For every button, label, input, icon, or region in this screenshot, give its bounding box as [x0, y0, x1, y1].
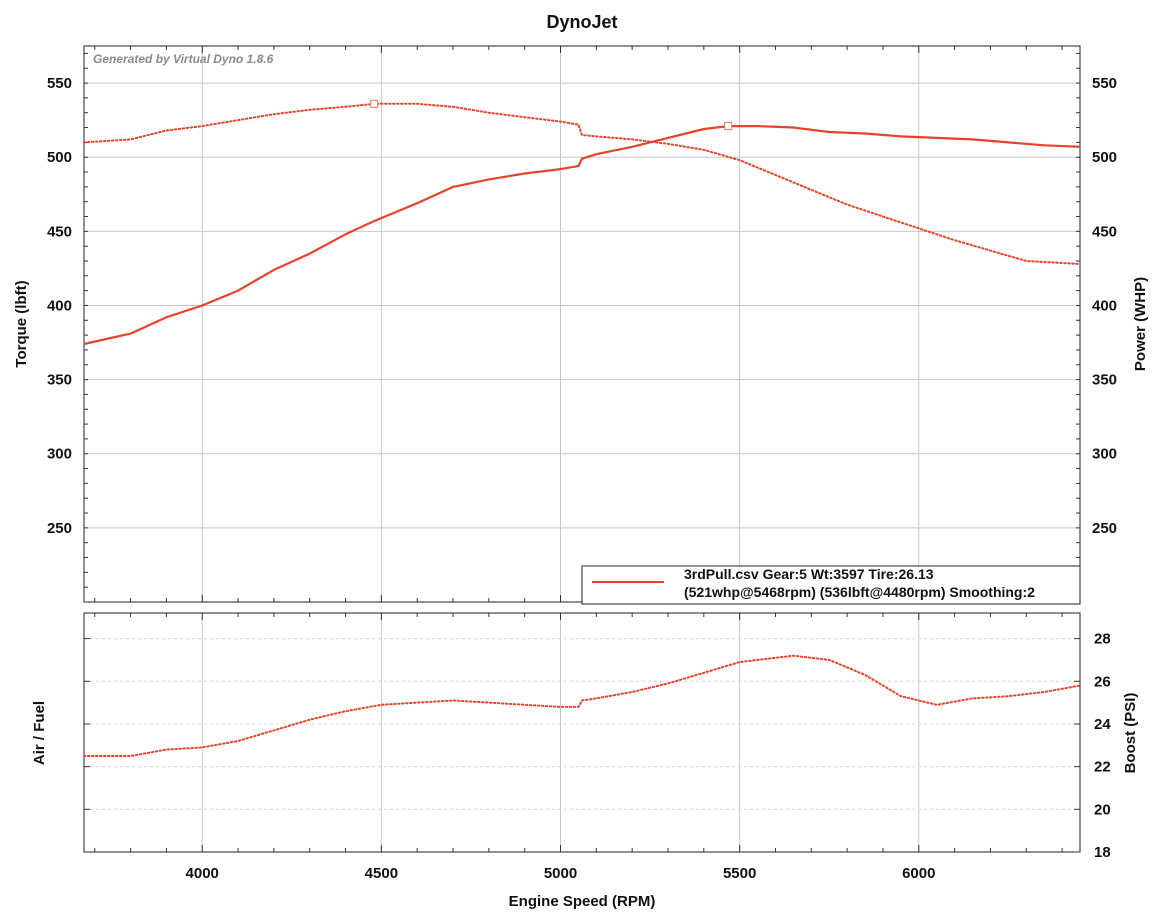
rpm-tick-label: 5000: [544, 865, 577, 882]
torque-tick-label: 550: [47, 75, 72, 92]
torque-tick-label: 400: [47, 297, 72, 314]
bottom-panel-border: [83, 612, 1081, 853]
top-panel-border: [83, 45, 1081, 603]
boost-tick-label: 22: [1094, 759, 1111, 776]
chart-title: DynoJet: [546, 12, 617, 32]
torque-line: [83, 102, 1081, 265]
top-panel-series: [83, 102, 1081, 346]
x-axis-label: Engine Speed (RPM): [509, 893, 656, 910]
bottom-panel-series: [83, 654, 1081, 757]
rpm-tick-label: 6000: [902, 865, 935, 882]
boost-tick-label: 28: [1094, 631, 1111, 648]
torque-axis-label: Torque (lbft): [13, 280, 30, 367]
torque-tick-label: 250: [47, 520, 72, 537]
torque-tick-labels: 250 300 350 400 450 500 550: [47, 75, 72, 537]
legend-box: [581, 565, 1081, 605]
power-tick-label: 450: [1092, 223, 1117, 240]
rpm-tick-label: 4000: [186, 865, 219, 882]
top-panel-grid: [84, 46, 1080, 602]
legend-entry-1: 3rdPull.csv Gear:5 Wt:3597 Tire:26.13: [684, 566, 934, 582]
watermark: Generated by Virtual Dyno 1.8.6: [93, 52, 274, 66]
power-line: [83, 125, 1081, 346]
bottom-panel-grid: [84, 613, 1080, 853]
legend-entry-2: (521whp@5468rpm) (536lbft@4480rpm) Smoot…: [684, 584, 1035, 600]
power-axis-label: Power (WHP): [1132, 277, 1149, 371]
peak-marker: [724, 122, 733, 131]
boost-tick-label: 20: [1094, 801, 1111, 818]
power-tick-label: 250: [1092, 520, 1117, 537]
peak-marker: [370, 99, 379, 108]
boost-tick-label: 18: [1094, 844, 1111, 861]
rpm-tick-label: 4500: [365, 865, 398, 882]
air-fuel-axis-label: Air / Fuel: [31, 701, 48, 765]
boost-tick-labels: 18 20 22 24 26 28: [1094, 631, 1111, 861]
power-tick-label: 350: [1092, 372, 1117, 389]
torque-tick-label: 450: [47, 223, 72, 240]
torque-tick-label: 350: [47, 372, 72, 389]
top-panel-frame: [83, 45, 1081, 603]
rpm-tick-label: 5500: [723, 865, 756, 882]
peak-markers: [370, 99, 733, 131]
power-tick-label: 300: [1092, 446, 1117, 463]
boost-tick-label: 26: [1094, 673, 1111, 690]
power-tick-labels: 250 300 350 400 450 500 550: [1092, 75, 1117, 537]
torque-tick-label: 300: [47, 446, 72, 463]
power-tick-label: 550: [1092, 75, 1117, 92]
torque-tick-label: 500: [47, 149, 72, 166]
boost-tick-label: 24: [1094, 716, 1111, 733]
power-tick-label: 500: [1092, 149, 1117, 166]
bottom-panel-frame: [83, 612, 1081, 853]
legend: 3rdPull.csv Gear:5 Wt:3597 Tire:26.13 (5…: [581, 565, 1081, 605]
boost-axis-label: Boost (PSI): [1122, 693, 1139, 774]
boost-line: [83, 654, 1081, 757]
rpm-tick-labels: 4000 4500 5000 5500 6000: [186, 865, 936, 882]
power-tick-label: 400: [1092, 297, 1117, 314]
